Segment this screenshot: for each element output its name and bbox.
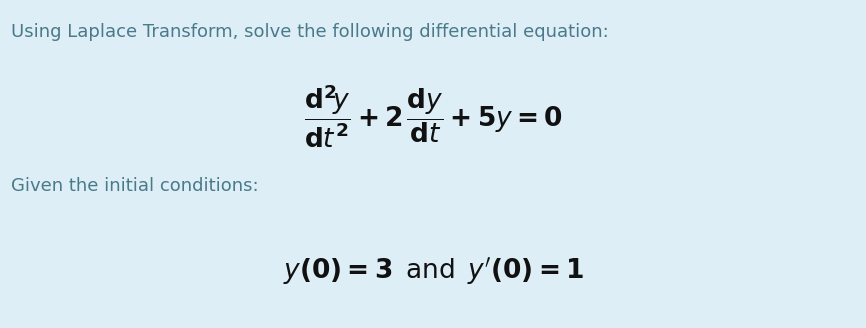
Text: $\mathbf{\dfrac{d^2\!\mathit{y}}{d\mathit{t}^2}+2\,\dfrac{d\mathit{y}}{d\mathit{: $\mathbf{\dfrac{d^2\!\mathit{y}}{d\mathi… (304, 83, 562, 150)
Text: $\mathbf{\mathit{y}(0)=3 \enspace \mathrm{and} \enspace \mathit{y}'(0)=1}$: $\mathbf{\mathit{y}(0)=3 \enspace \mathr… (282, 255, 584, 287)
Text: Using Laplace Transform, solve the following differential equation:: Using Laplace Transform, solve the follo… (11, 23, 609, 41)
Text: Given the initial conditions:: Given the initial conditions: (11, 177, 259, 195)
